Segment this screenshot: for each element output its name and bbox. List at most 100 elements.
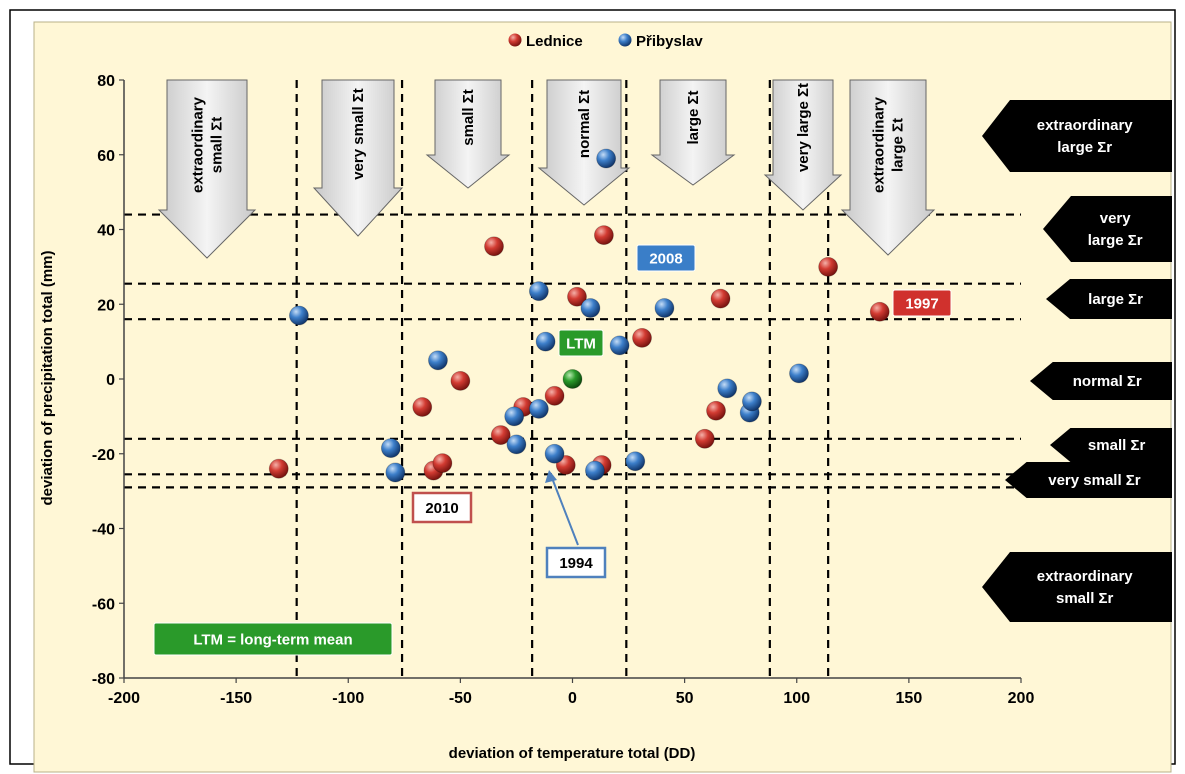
temperature-category-label: large Σt [685, 90, 702, 144]
pribyslav-point [717, 378, 738, 399]
pribyslav-point [535, 331, 556, 352]
legend-marker [618, 33, 632, 47]
y-tick-label: 20 [97, 297, 115, 314]
ltm-definition-box-box [153, 622, 393, 656]
pribyslav-point [385, 462, 406, 483]
precipitation-category-arrow [1005, 462, 1172, 498]
x-tick-label: 0 [568, 690, 577, 707]
legend: Lednice Přibyslav [508, 33, 703, 50]
data-points [268, 148, 890, 483]
annotation-label-box [558, 329, 604, 357]
precipitation-category-label: large Σr [1088, 291, 1143, 308]
x-tick-label: -100 [332, 690, 364, 707]
precipitation-category-arrow [1046, 279, 1172, 319]
precipitation-category-arrow [982, 100, 1172, 172]
precipitation-category-label: small Σr [1088, 437, 1146, 454]
x-tick-label: 50 [676, 690, 694, 707]
ltm-definition-box: LTM = long-term mean [193, 632, 352, 649]
precipitation-categories: extraordinary large Σr very large Σr large Σ… [982, 100, 1172, 622]
pribyslav-point [428, 350, 448, 371]
pribyslav-point [528, 398, 549, 419]
pribyslav-point [609, 335, 630, 356]
annotation-label-box [636, 244, 696, 272]
lednice-point [412, 397, 433, 417]
y-tick-label: 80 [97, 73, 115, 90]
temperature-category-label: large Σt [890, 118, 907, 172]
annotation-label-box [892, 289, 952, 317]
lednice-point [869, 301, 890, 322]
annotation-arrow-line [551, 477, 579, 546]
y-tick-label: 60 [97, 148, 115, 165]
pribyslav-point [289, 305, 309, 326]
y-tick-label: -80 [92, 671, 115, 688]
lednice-point [450, 370, 471, 391]
lednice-point [694, 428, 715, 449]
pribyslav-point [654, 298, 675, 318]
y-axis-title: deviation of precipitation total (mm) [39, 250, 56, 505]
lednice-point [484, 236, 504, 257]
temperature-category-label: small Σt [209, 117, 226, 174]
y-tick-label: 0 [106, 372, 115, 389]
lednice-point [818, 256, 839, 277]
pribyslav-point [585, 460, 605, 481]
annotation-label-box [545, 546, 607, 579]
lednice-point [593, 225, 614, 246]
legend-marker [508, 33, 522, 47]
precipitation-category-label: large Σr [1088, 232, 1143, 249]
pribyslav-point [506, 434, 527, 455]
lednice-point [710, 288, 731, 309]
precipitation-category-label: very small Σr [1048, 472, 1141, 489]
x-tick-label: 100 [783, 690, 810, 707]
precipitation-category-label: normal Σr [1073, 373, 1142, 390]
temperature-category-arrow [425, 79, 511, 189]
temperature-category-arrow [312, 79, 404, 237]
annotation-label: 1994 [559, 555, 593, 572]
x-tick-label: -150 [220, 690, 252, 707]
pribyslav-point [380, 438, 401, 459]
precipitation-category-label: extraordinary [1037, 117, 1134, 134]
temperature-category-arrow [157, 79, 257, 259]
y-tick-label: -20 [92, 447, 115, 464]
temperature-category-arrow [537, 79, 631, 206]
temperature-category-arrow [650, 79, 736, 186]
precipitation-category-arrow [1043, 196, 1172, 262]
annotation-arrow [545, 470, 579, 546]
precipitation-category-arrow [982, 552, 1172, 622]
pribyslav-point [742, 391, 762, 412]
annotation-label: 1997 [905, 296, 938, 313]
y-tick-label: -60 [92, 596, 115, 613]
precipitation-category-label: extraordinary [1037, 568, 1134, 585]
annotation-label-box [411, 491, 473, 524]
precipitation-category-label: large Σr [1057, 139, 1112, 156]
pribyslav-point [504, 406, 525, 427]
precipitation-category-arrow [1050, 428, 1172, 462]
annotation-label: 2010 [425, 500, 458, 517]
y-tick-label: -40 [92, 522, 115, 539]
lednice-point [268, 458, 289, 479]
pribyslav-point [528, 281, 549, 302]
lednice-point [567, 286, 587, 307]
pribyslav-point [596, 148, 617, 169]
precipitation-category-label: small Σr [1056, 590, 1114, 607]
x-tick-label: 150 [896, 690, 923, 707]
pribyslav-point [625, 451, 646, 472]
y-tick-label: 40 [97, 223, 115, 240]
temperature-category-label: extraordinary [871, 96, 888, 193]
temperature-category-label: very small Σt [350, 88, 367, 180]
temperature-category-arrow [840, 79, 936, 256]
lednice-point [490, 425, 511, 445]
temperature-categories: extraordinary small Σt very small Σt small … [157, 79, 936, 259]
temperature-category-arrow [763, 79, 843, 211]
annotation-label: 2008 [649, 251, 682, 268]
temperature-category-label: small Σt [460, 89, 477, 146]
x-axis-title: deviation of temperature total (DD) [449, 745, 696, 762]
x-tick-label: 200 [1008, 690, 1035, 707]
annotations: 2008 1997 LTM 2010 1994 LTM = long-term mean [153, 244, 952, 656]
temperature-category-label: very large Σt [795, 83, 812, 172]
x-tick-label: -50 [449, 690, 472, 707]
lednice-point [432, 453, 453, 473]
temperature-category-label: extraordinary [190, 96, 207, 193]
legend-label: Přibyslav [636, 33, 703, 50]
